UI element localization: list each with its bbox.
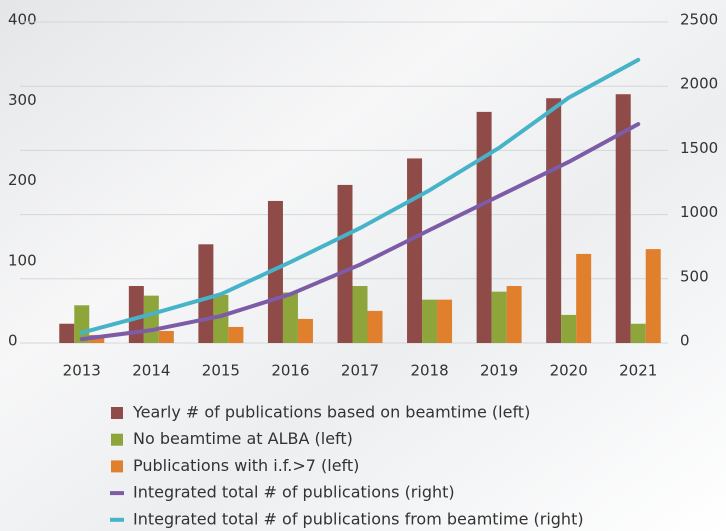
x-tick-label: 2014: [132, 362, 170, 380]
y2-tick-label: 1000: [680, 203, 718, 221]
legend-label: Integrated total # of publications from …: [133, 509, 584, 528]
x-tick-label: 2016: [271, 362, 309, 380]
bar: [158, 330, 174, 343]
bar: [59, 323, 75, 343]
line: [79, 57, 641, 335]
legend-label: No beamtime at ALBA (left): [133, 429, 353, 448]
legend-label: Publications with i.f.>7 (left): [133, 456, 359, 475]
bar: [337, 184, 353, 343]
bar: [422, 299, 438, 343]
bar: [491, 291, 507, 343]
x-tick-label: 2020: [550, 362, 588, 380]
y-tick-label: 100: [8, 251, 37, 269]
y-tick-label: 0: [8, 332, 18, 350]
x-tick-label: 2017: [341, 362, 379, 380]
legend-marker: [111, 433, 123, 446]
legend-label: Yearly # of publications based on beamti…: [132, 403, 530, 422]
bar: [128, 286, 144, 343]
legend: Yearly # of publications based on beamti…: [110, 403, 584, 528]
bar: [630, 323, 646, 343]
y2-tick-label: 500: [680, 267, 709, 285]
x-tick-label: 2019: [480, 362, 518, 380]
bar: [576, 253, 592, 343]
bar: [282, 292, 298, 343]
legend-marker: [111, 460, 123, 473]
bar: [297, 318, 313, 343]
bar: [476, 111, 492, 343]
bar: [615, 94, 631, 343]
x-tick-label: 2021: [619, 362, 657, 380]
x-tick-label: 2018: [410, 362, 448, 380]
x-tick-label: 2015: [202, 362, 240, 380]
bar: [645, 249, 661, 343]
bar: [407, 158, 423, 343]
bar: [367, 310, 383, 343]
y2-tick-label: 2000: [680, 75, 718, 93]
legend-label: Integrated total # of publications (righ…: [133, 483, 455, 502]
bar: [143, 295, 159, 343]
y2-tick-label: 2500: [680, 11, 718, 29]
bar: [352, 286, 368, 343]
bar: [546, 98, 562, 343]
y-tick-label: 400: [8, 11, 37, 29]
line: [79, 122, 641, 342]
bar: [437, 299, 453, 343]
bar: [198, 244, 214, 343]
bar: [506, 286, 522, 343]
y-tick-label: 200: [8, 171, 37, 189]
bar: [213, 294, 229, 343]
y2-tick-label: 1500: [680, 139, 718, 157]
x-tick-label: 2013: [63, 362, 101, 380]
y-tick-label: 300: [8, 91, 37, 109]
legend-marker: [111, 407, 123, 419]
bar: [561, 314, 577, 343]
y2-tick-label: 0: [680, 332, 690, 350]
bar: [267, 200, 283, 343]
bar: [228, 326, 244, 343]
